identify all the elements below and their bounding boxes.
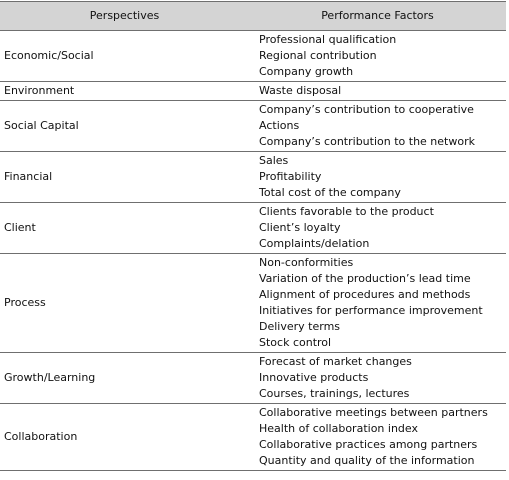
performance-factor: Regional contribution — [259, 49, 377, 62]
performance-factor: Company’s contribution to cooperative — [259, 103, 474, 116]
factors-cell: Non-conformities Variation of the product… — [249, 254, 506, 353]
factors-cell: Professional qualification Regional contr… — [249, 31, 506, 82]
table-row: Growth/Learning Forecast of market change… — [0, 353, 506, 404]
performance-factor: Forecast of market changes — [259, 355, 412, 368]
table-row: Environment Waste disposal — [0, 82, 506, 101]
performance-factor: Company growth — [259, 65, 354, 78]
performance-factor: Stock control — [259, 336, 332, 349]
performance-factor: Initiatives for performance improvement — [259, 304, 483, 317]
performance-factor: Total cost of the company — [259, 186, 401, 199]
performance-factor: Clients favorable to the product — [259, 205, 434, 218]
table-header-row: Perspectives Performance Factors — [0, 1, 506, 31]
table-row: Economic/Social Professional qualificatio… — [0, 31, 506, 82]
factors-cell: Clients favorable to the product Client’s… — [249, 203, 506, 254]
perspective-cell: Growth/Learning — [4, 371, 96, 384]
perspective-cell: Financial — [4, 170, 53, 183]
performance-factor: Sales — [259, 154, 289, 167]
table-body: Economic/Social Professional qualificatio… — [0, 31, 506, 471]
factors-cell: Collaborative meetings between partners H… — [249, 404, 506, 471]
factors-cell: Company’s contribution to cooperative Act… — [249, 101, 506, 152]
performance-factor: Health of collaboration index — [259, 422, 418, 435]
performance-factor: Collaborative meetings between partners — [259, 406, 488, 419]
performance-factor: Innovative products — [259, 371, 369, 384]
factors-cell: Sales Profitability Total cost of the comp… — [249, 152, 506, 203]
header-performance-factors: Performance Factors — [249, 1, 506, 31]
perspective-cell: Economic/Social — [4, 49, 94, 62]
performance-factor: Variation of the production’s lead time — [259, 272, 471, 285]
perspective-cell: Collaboration — [4, 430, 78, 443]
table-row: Social Capital Company’s contribution to … — [0, 101, 506, 152]
performance-factor: Quantity and quality of the information — [259, 454, 475, 467]
table-row: Financial Sales Profitability Total cost of… — [0, 152, 506, 203]
perspective-cell: Environment — [4, 84, 75, 97]
performance-factor: Alignment of procedures and methods — [259, 288, 471, 301]
performance-factors-table: Perspectives Performance Factors Economi… — [0, 1, 506, 471]
performance-factor: Profitability — [259, 170, 322, 183]
performance-factor: Actions — [259, 119, 300, 132]
table-row: Process Non-conformities Variation of the … — [0, 254, 506, 353]
factors-cell: Forecast of market changes Innovative pro… — [249, 353, 506, 404]
performance-factor: Complaints/delation — [259, 237, 370, 250]
performance-factor: Client’s loyalty — [259, 221, 341, 234]
performance-factor: Non-conformities — [259, 256, 354, 269]
perspective-cell: Client — [4, 221, 36, 234]
factors-cell: Waste disposal — [249, 82, 506, 101]
performance-factor: Company’s contribution to the network — [259, 135, 475, 148]
table-row: Collaboration Collaborative meetings betw… — [0, 404, 506, 471]
performance-factor: Courses, trainings, lectures — [259, 387, 410, 400]
performance-factor: Professional qualification — [259, 33, 397, 46]
perspective-cell: Social Capital — [4, 119, 79, 132]
performance-factor: Collaborative practices among partners — [259, 438, 478, 451]
perspective-cell: Process — [4, 296, 46, 309]
performance-factor: Waste disposal — [259, 84, 342, 97]
table-row: Client Clients favorable to the product Cl… — [0, 203, 506, 254]
header-perspectives: Perspectives — [0, 1, 249, 31]
performance-factor: Delivery terms — [259, 320, 341, 333]
